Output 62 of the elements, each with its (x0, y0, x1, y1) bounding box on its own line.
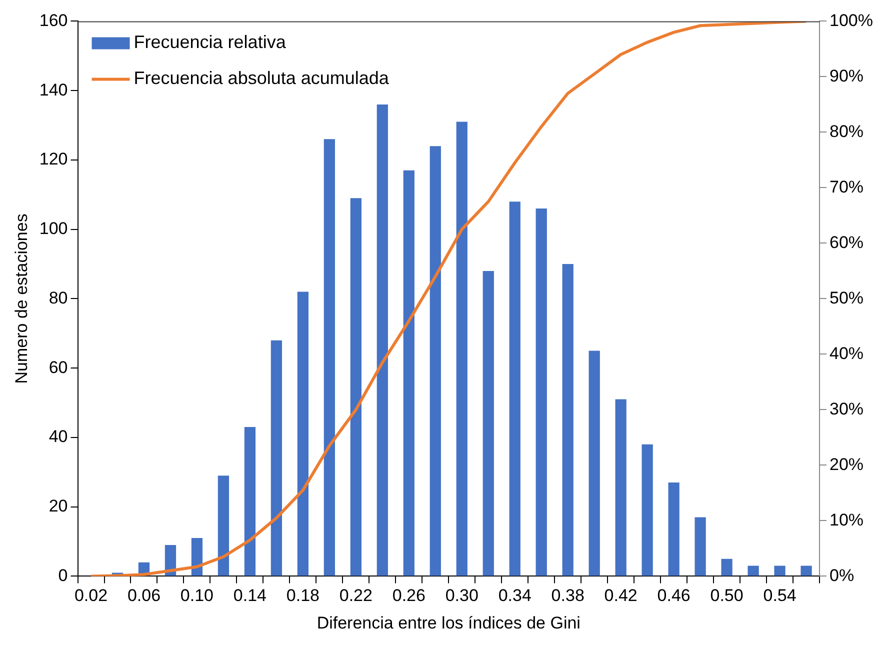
bar (642, 444, 653, 576)
y2-tick-label: 100% (830, 10, 874, 30)
x-tick-label: 0.26 (392, 586, 426, 606)
bar (244, 427, 256, 576)
x-tick-label: 0.34 (498, 586, 532, 606)
x-axis-title: Diferencia entre los índices de Gini (316, 613, 580, 632)
x-tick-label: 0.14 (233, 586, 267, 606)
y-tick-label: 20 (48, 496, 68, 516)
y-tick-label: 100 (39, 219, 68, 238)
bar (218, 476, 230, 576)
bar (800, 566, 812, 576)
y2-tick-label: 90% (830, 66, 864, 86)
y2-tick-label: 80% (830, 122, 864, 141)
x-tick-label: 0.30 (445, 586, 478, 606)
bar (721, 558, 732, 576)
legend-label: Frecuencia absoluta acumulada (134, 68, 390, 88)
bar (694, 517, 706, 576)
x-tick-label: 0.38 (551, 586, 584, 606)
y2-tick-label: 70% (830, 177, 864, 196)
y2-tick-label: 10% (830, 510, 864, 530)
bar (456, 122, 468, 576)
bar (350, 198, 362, 576)
bar (324, 139, 335, 576)
y-tick-label: 80 (48, 288, 68, 308)
bar (588, 350, 600, 576)
y2-tick-label: 50% (830, 288, 864, 308)
x-tick-label: 0.18 (286, 586, 320, 606)
x-tick-label: 0.50 (710, 586, 744, 606)
bar (376, 104, 388, 576)
y-tick-label: 140 (39, 80, 68, 100)
bar (430, 146, 441, 576)
x-tick-label: 0.42 (604, 586, 638, 606)
y2-tick-label: 60% (830, 232, 864, 252)
bar (270, 340, 282, 576)
legend-label: Frecuencia relativa (134, 32, 287, 52)
bar (748, 566, 759, 576)
y-tick-label: 0 (58, 566, 68, 585)
bar (615, 399, 626, 576)
x-tick-label: 0.10 (180, 586, 214, 606)
y-tick-label: 60 (48, 358, 68, 377)
bar (191, 538, 203, 576)
y2-tick-label: 30% (830, 399, 864, 418)
x-tick-label: 0.46 (657, 586, 690, 606)
bar (562, 264, 574, 576)
bar (668, 482, 680, 576)
x-tick-label: 0.06 (127, 586, 161, 606)
bar (536, 208, 547, 576)
bar (774, 566, 786, 576)
bar (403, 170, 414, 576)
y2-tick-label: 0% (830, 566, 854, 585)
y-tick-label: 160 (39, 10, 68, 30)
bar (509, 202, 520, 576)
bar (482, 270, 494, 576)
x-tick-label: 0.02 (74, 586, 108, 606)
x-tick-label: 0.54 (763, 586, 796, 606)
y-tick-label: 40 (48, 427, 68, 446)
x-tick-label: 0.22 (339, 586, 372, 606)
y-axis-title: Numero de estaciones (12, 214, 31, 384)
y2-tick-label: 20% (830, 454, 864, 474)
y2-tick-label: 40% (830, 344, 864, 363)
y-tick-label: 120 (39, 150, 68, 169)
bar (297, 292, 309, 576)
